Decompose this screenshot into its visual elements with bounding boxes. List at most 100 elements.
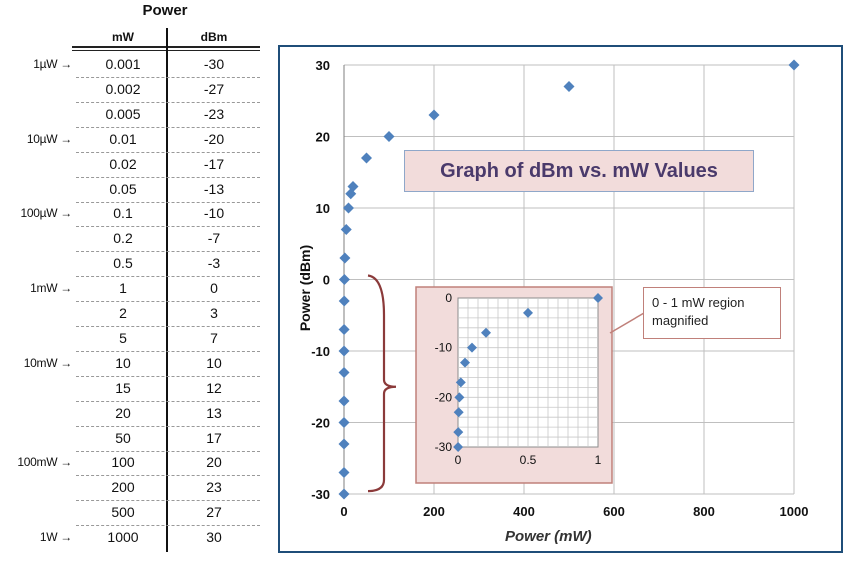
data-point [338,395,350,407]
row-divider [76,425,260,427]
row-divider [76,201,260,203]
x-axis-title: Power (mW) [505,528,592,545]
table-title: Power [142,2,188,19]
data-point [338,274,350,285]
y-axis-title: Power (dBm) [297,244,313,332]
x-tick-label: 400 [513,504,535,519]
cell-mw: 20 [115,404,131,421]
chart-frame: -30 -20 -10 0 10 20 30 0 200 400 600 800 1000 -30 -20-… [278,45,843,553]
cell-dbm: -27 [203,80,225,97]
data-point [383,131,395,142]
inset-x-tick-label: 0.5 [520,453,537,467]
cell-dbm: -3 [207,255,221,272]
x-tick-label: 1000 [780,504,809,519]
table-row: 0.05 -13 [0,178,260,203]
cell-mw: 0.2 [113,230,133,247]
data-point [338,295,350,307]
data-point [338,345,350,357]
data-point [788,59,800,71]
cell-dbm: -23 [203,105,225,122]
data-point [347,181,359,193]
cell-dbm: 20 [206,454,222,471]
inset-y-tick-label: -30 [435,440,453,454]
cell-dbm: 7 [210,329,218,346]
row-divider [76,77,260,78]
inset-data-point [453,407,464,418]
cell-dbm: -7 [207,230,221,247]
unit-label: 10mW → [23,355,73,370]
inset-data-point [481,327,491,338]
table-row: 20 13 [0,402,260,427]
table-row: 0.5 -3 [0,252,260,278]
table-row: 50 17 [0,427,260,452]
data-point [343,202,354,214]
inset-y-tick-label: -20 [435,390,453,404]
cell-mw: 10 [115,354,131,371]
row-divider [76,151,260,153]
data-point [338,366,350,378]
cell-dbm: 27 [206,504,222,521]
data-point [338,417,350,428]
cell-mw: 0.1 [113,205,133,222]
inset-y-tick-label: -10 [435,341,453,355]
table-row: 1µW → 0.001 -30 [0,53,260,78]
unit-label: 1µW → [33,57,72,71]
chart-title-box: Graph of dBm vs. mW Values [404,150,754,192]
table-row: 200 23 [0,476,260,502]
row-divider [76,475,260,477]
data-point [338,324,350,336]
cell-dbm: 23 [206,479,222,496]
y-tick-label: 0 [323,273,330,288]
data-point [338,488,350,500]
row-divider [76,375,260,377]
row-divider [76,525,260,527]
inset-data-point [455,377,466,388]
y-tick-label: -10 [311,344,330,359]
y-tick-label: -20 [311,416,330,431]
cell-mw: 0.001 [105,56,141,72]
inset-note: 0 - 1 mW region magnified [643,287,781,339]
cell-dbm: 13 [206,404,222,421]
y-tick-label: 10 [316,201,330,216]
cell-mw: 0.5 [113,255,133,272]
unit-label: 100µW → [20,206,73,221]
cell-dbm: 17 [206,429,222,446]
row-divider [76,101,260,103]
power-table: Power mW dBm 1µW → 0.001 -30 0.002 -27 0.005-… [0,0,270,561]
table-row: 0.02 -17 [0,153,260,178]
row-divider [76,450,260,452]
bracket-icon [367,274,397,493]
row-divider [76,176,260,178]
cell-mw: 100 [111,454,135,471]
inset-data-point [454,392,465,403]
cell-dbm: -30 [203,56,225,72]
data-point [339,252,351,264]
cell-mw: 50 [115,429,131,446]
inset-data-point [467,342,477,353]
cell-dbm: 0 [210,280,218,297]
cell-dbm: -20 [203,130,225,147]
cell-mw: 2 [119,305,127,321]
column-divider [166,28,168,552]
table-row: 100mW → 100 20 [0,451,260,477]
unit-label: 10µW → [26,131,72,146]
data-point [338,438,350,450]
x-tick-label: 800 [693,504,715,519]
inset-data-point [453,427,464,438]
cell-dbm: -10 [203,205,225,222]
table-row: 1W → 1000 30 [0,526,260,551]
table-row: 500 27 [0,501,260,527]
row-divider [76,126,260,128]
row-divider [76,350,260,352]
cell-mw: 0.01 [109,130,137,147]
table-row: 0.002 -27 [0,78,260,103]
cell-dbm: -13 [203,180,225,197]
table-row: 10mW → 10 10 [0,352,260,377]
y-tick-label: -30 [311,487,330,502]
inset-data-point [453,442,464,452]
cell-mw: 15 [115,379,131,396]
table-row: 10µW → 0.01 -20 [0,128,260,153]
x-tick-label: 600 [603,504,625,519]
